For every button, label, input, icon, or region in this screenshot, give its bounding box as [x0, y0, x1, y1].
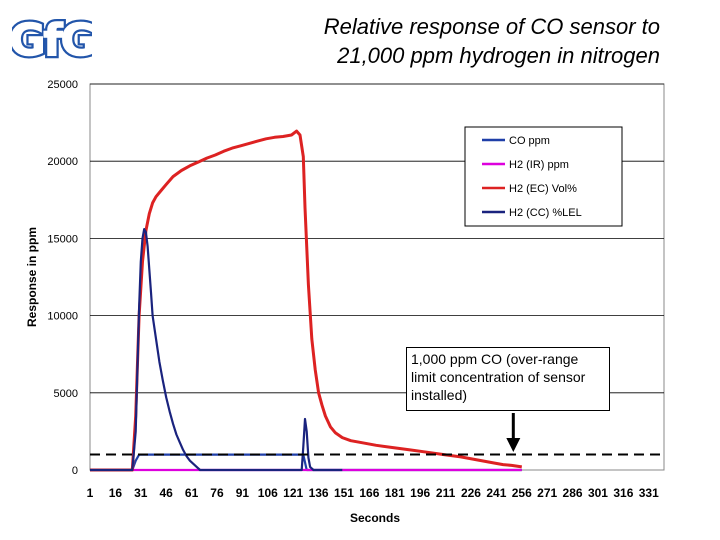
- annotation-arrow-head: [506, 438, 521, 452]
- x-tick-label: 91: [236, 486, 250, 500]
- x-tick-label: 166: [359, 486, 379, 500]
- gfg-logo-mark: GfG GfG: [6, 10, 100, 69]
- y-tick-label: 0: [72, 465, 78, 477]
- x-tick-label: 331: [639, 486, 659, 500]
- y-tick-label: 15000: [47, 233, 78, 245]
- x-tick-label: 76: [210, 486, 224, 500]
- svg-text:GfG: GfG: [12, 15, 92, 65]
- annotation-text: 1,000 ppm CO (over-range limit concentra…: [411, 351, 586, 403]
- x-tick-label: 61: [185, 486, 199, 500]
- series-line-h2-ec-vol-: [90, 129, 523, 472]
- chart-title-line-2: 21,000 ppm hydrogen in nitrogen: [337, 43, 660, 68]
- legend-box: [464, 126, 623, 227]
- y-tick-label: 25000: [47, 79, 78, 91]
- x-tick-label: 151: [334, 486, 354, 500]
- legend-label: CO ppm: [509, 135, 550, 147]
- x-tick-label: 106: [258, 486, 278, 500]
- legend-label: H2 (EC) Vol%: [509, 183, 577, 195]
- x-tick-label: 16: [109, 486, 123, 500]
- chart-title: Relative response of CO sensor to 21,000…: [230, 12, 660, 70]
- x-tick-label: 1: [87, 486, 94, 500]
- chart-title-line-1: Relative response of CO sensor to: [323, 14, 660, 39]
- y-axis-label: Response in ppm: [25, 227, 39, 327]
- x-tick-label: 241: [486, 486, 506, 500]
- x-tick-label: 301: [588, 486, 608, 500]
- y-tick-label: 5000: [54, 388, 78, 400]
- y-tick-label: 10000: [47, 311, 78, 323]
- legend-label: H2 (IR) ppm: [509, 159, 569, 171]
- x-tick-label: 181: [385, 486, 405, 500]
- annotation-box: 1,000 ppm CO (over-range limit concentra…: [406, 347, 610, 411]
- legend-label: H2 (CC) %LEL: [509, 207, 582, 219]
- x-tick-label: 256: [512, 486, 532, 500]
- x-tick-label: 316: [613, 486, 633, 500]
- x-tick-label: 136: [309, 486, 329, 500]
- x-tick-label: 196: [410, 486, 430, 500]
- x-tick-label: 121: [283, 486, 303, 500]
- x-tick-label: 271: [537, 486, 557, 500]
- svg-text:GfG: GfG: [12, 15, 92, 65]
- y-tick-label: 20000: [47, 156, 78, 168]
- x-tick-label: 31: [134, 486, 148, 500]
- x-axis-label: Seconds: [350, 511, 400, 525]
- x-tick-label: 226: [461, 486, 481, 500]
- x-tick-label: 286: [563, 486, 583, 500]
- series-line-h2-cc-lel: [90, 228, 343, 472]
- x-tick-label: 46: [160, 486, 174, 500]
- x-tick-label: 211: [436, 486, 456, 500]
- gfg-logo: GfG GfG: [6, 10, 100, 69]
